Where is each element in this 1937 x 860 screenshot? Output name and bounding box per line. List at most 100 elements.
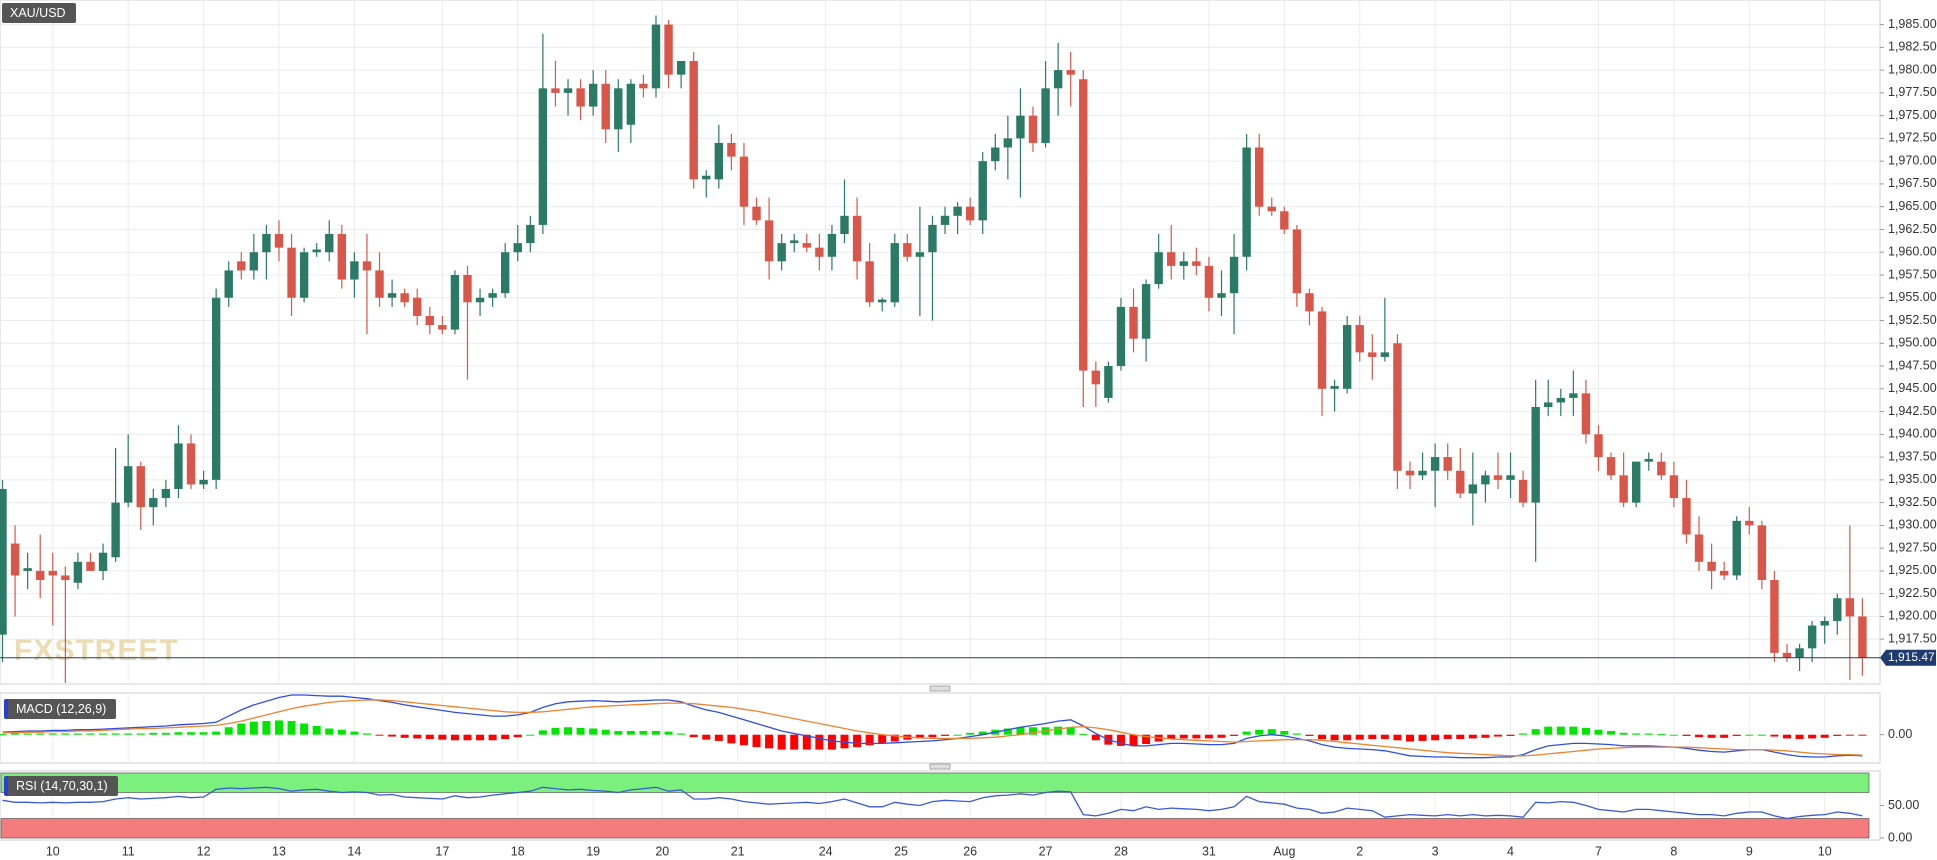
candle-body — [249, 252, 259, 271]
candle-body — [1229, 256, 1239, 294]
x-tick-label: 7 — [1595, 844, 1602, 858]
histogram-bar — [601, 729, 610, 735]
histogram-bar — [1456, 734, 1465, 740]
candle-body — [425, 315, 434, 326]
indicator-line — [2, 699, 1863, 757]
candle-body — [1481, 475, 1490, 485]
histogram-bar — [1569, 726, 1578, 735]
candle-body — [174, 443, 183, 489]
y-tick-label: 1,975.00 — [1888, 108, 1937, 122]
candle-body — [752, 206, 761, 221]
histogram-bar — [61, 733, 70, 735]
histogram-bar — [1833, 734, 1842, 736]
candle-body — [1782, 652, 1792, 658]
candle-body — [1355, 325, 1364, 353]
histogram-bar — [1129, 734, 1138, 746]
histogram-bar — [212, 731, 221, 735]
histogram-bar — [1644, 733, 1653, 735]
histogram-bar — [1594, 729, 1603, 735]
y-tick-label: 1,957.50 — [1888, 267, 1937, 281]
histogram-bar — [1682, 734, 1691, 736]
histogram-bar — [1770, 734, 1779, 737]
candle-body — [890, 243, 899, 303]
histogram-bar — [388, 734, 397, 737]
candle-body — [689, 61, 698, 180]
candle-body — [500, 252, 510, 294]
candle-body — [1833, 598, 1842, 621]
histogram-bar — [337, 729, 346, 735]
candle-body — [1430, 457, 1440, 471]
histogram-bar — [1142, 734, 1151, 745]
candle-body — [362, 261, 372, 271]
candle-body — [1531, 407, 1540, 503]
candle-body — [588, 83, 598, 107]
candle-body — [1393, 343, 1402, 471]
histogram-bar — [1493, 734, 1502, 737]
histogram-bar — [1318, 734, 1327, 740]
y-tick-label: 1,952.50 — [1888, 313, 1937, 327]
x-tick-label: 10 — [1818, 844, 1832, 858]
candle-body — [953, 206, 962, 216]
histogram-bar — [1795, 734, 1804, 740]
histogram-bar — [513, 734, 522, 738]
candle-body — [1644, 458, 1653, 462]
y-tick-label: 1,927.50 — [1888, 540, 1937, 554]
histogram-bar — [1468, 734, 1477, 739]
candle-body — [764, 220, 774, 262]
histogram-bar — [915, 734, 924, 739]
candle-body — [1405, 470, 1415, 476]
histogram-bar — [739, 734, 748, 746]
candle-body — [802, 243, 811, 248]
y-tick-label: 1,925.00 — [1888, 563, 1937, 577]
candle-body — [111, 502, 120, 558]
y-tick-label: 1,922.50 — [1888, 586, 1937, 600]
histogram-bar — [664, 731, 673, 735]
histogram-bar — [224, 727, 233, 735]
y-tick-label: 1,937.50 — [1888, 449, 1937, 463]
candle-body — [1707, 561, 1716, 571]
histogram-bar — [941, 734, 950, 736]
histogram-bar — [1695, 734, 1704, 738]
histogram-bar — [1192, 734, 1201, 739]
y-tick-label: 1,940.00 — [1888, 427, 1937, 441]
histogram-bar — [928, 734, 937, 738]
y-tick-label: 1,982.50 — [1888, 40, 1937, 54]
candle-body — [123, 466, 133, 503]
histogram-bar — [237, 723, 246, 735]
candle-body — [1807, 625, 1817, 649]
candle-body — [739, 156, 749, 207]
x-tick-label: 31 — [1202, 844, 1216, 858]
y-tick-label: 1,942.50 — [1888, 404, 1937, 418]
histogram-bar — [1858, 734, 1867, 736]
candle-body — [852, 215, 862, 262]
histogram-bar — [350, 731, 359, 735]
histogram-bar — [48, 733, 57, 735]
candle-body — [576, 88, 585, 107]
x-tick-label: 8 — [1670, 844, 1677, 858]
histogram-bar — [1745, 734, 1754, 736]
histogram-bar — [815, 734, 824, 750]
candle-body — [1192, 261, 1201, 266]
candle-body — [915, 252, 925, 257]
histogram-bar — [425, 734, 434, 740]
x-tick-label: 4 — [1507, 844, 1514, 858]
x-tick-label: Aug — [1273, 844, 1295, 858]
candle-body — [1418, 470, 1427, 476]
candle-body — [840, 215, 849, 235]
candle-body — [714, 142, 724, 180]
y-tick-label: 1,945.00 — [1888, 381, 1937, 395]
histogram-bar — [639, 730, 648, 735]
candle-body — [211, 297, 221, 480]
x-tick-label: 14 — [347, 844, 361, 858]
candle-body — [1456, 470, 1465, 494]
candle-body — [1305, 293, 1314, 312]
y-tick-label: 1,920.00 — [1888, 609, 1937, 623]
candle-body — [1003, 138, 1013, 148]
histogram-bar — [1443, 734, 1452, 740]
candle-body — [86, 561, 95, 571]
histogram-bar — [1707, 734, 1716, 738]
indicator-line — [2, 786, 1863, 820]
y-tick-label: 1,960.00 — [1888, 245, 1937, 259]
histogram-bar — [1657, 734, 1666, 736]
y-tick-label: 0.00 — [1888, 830, 1912, 844]
